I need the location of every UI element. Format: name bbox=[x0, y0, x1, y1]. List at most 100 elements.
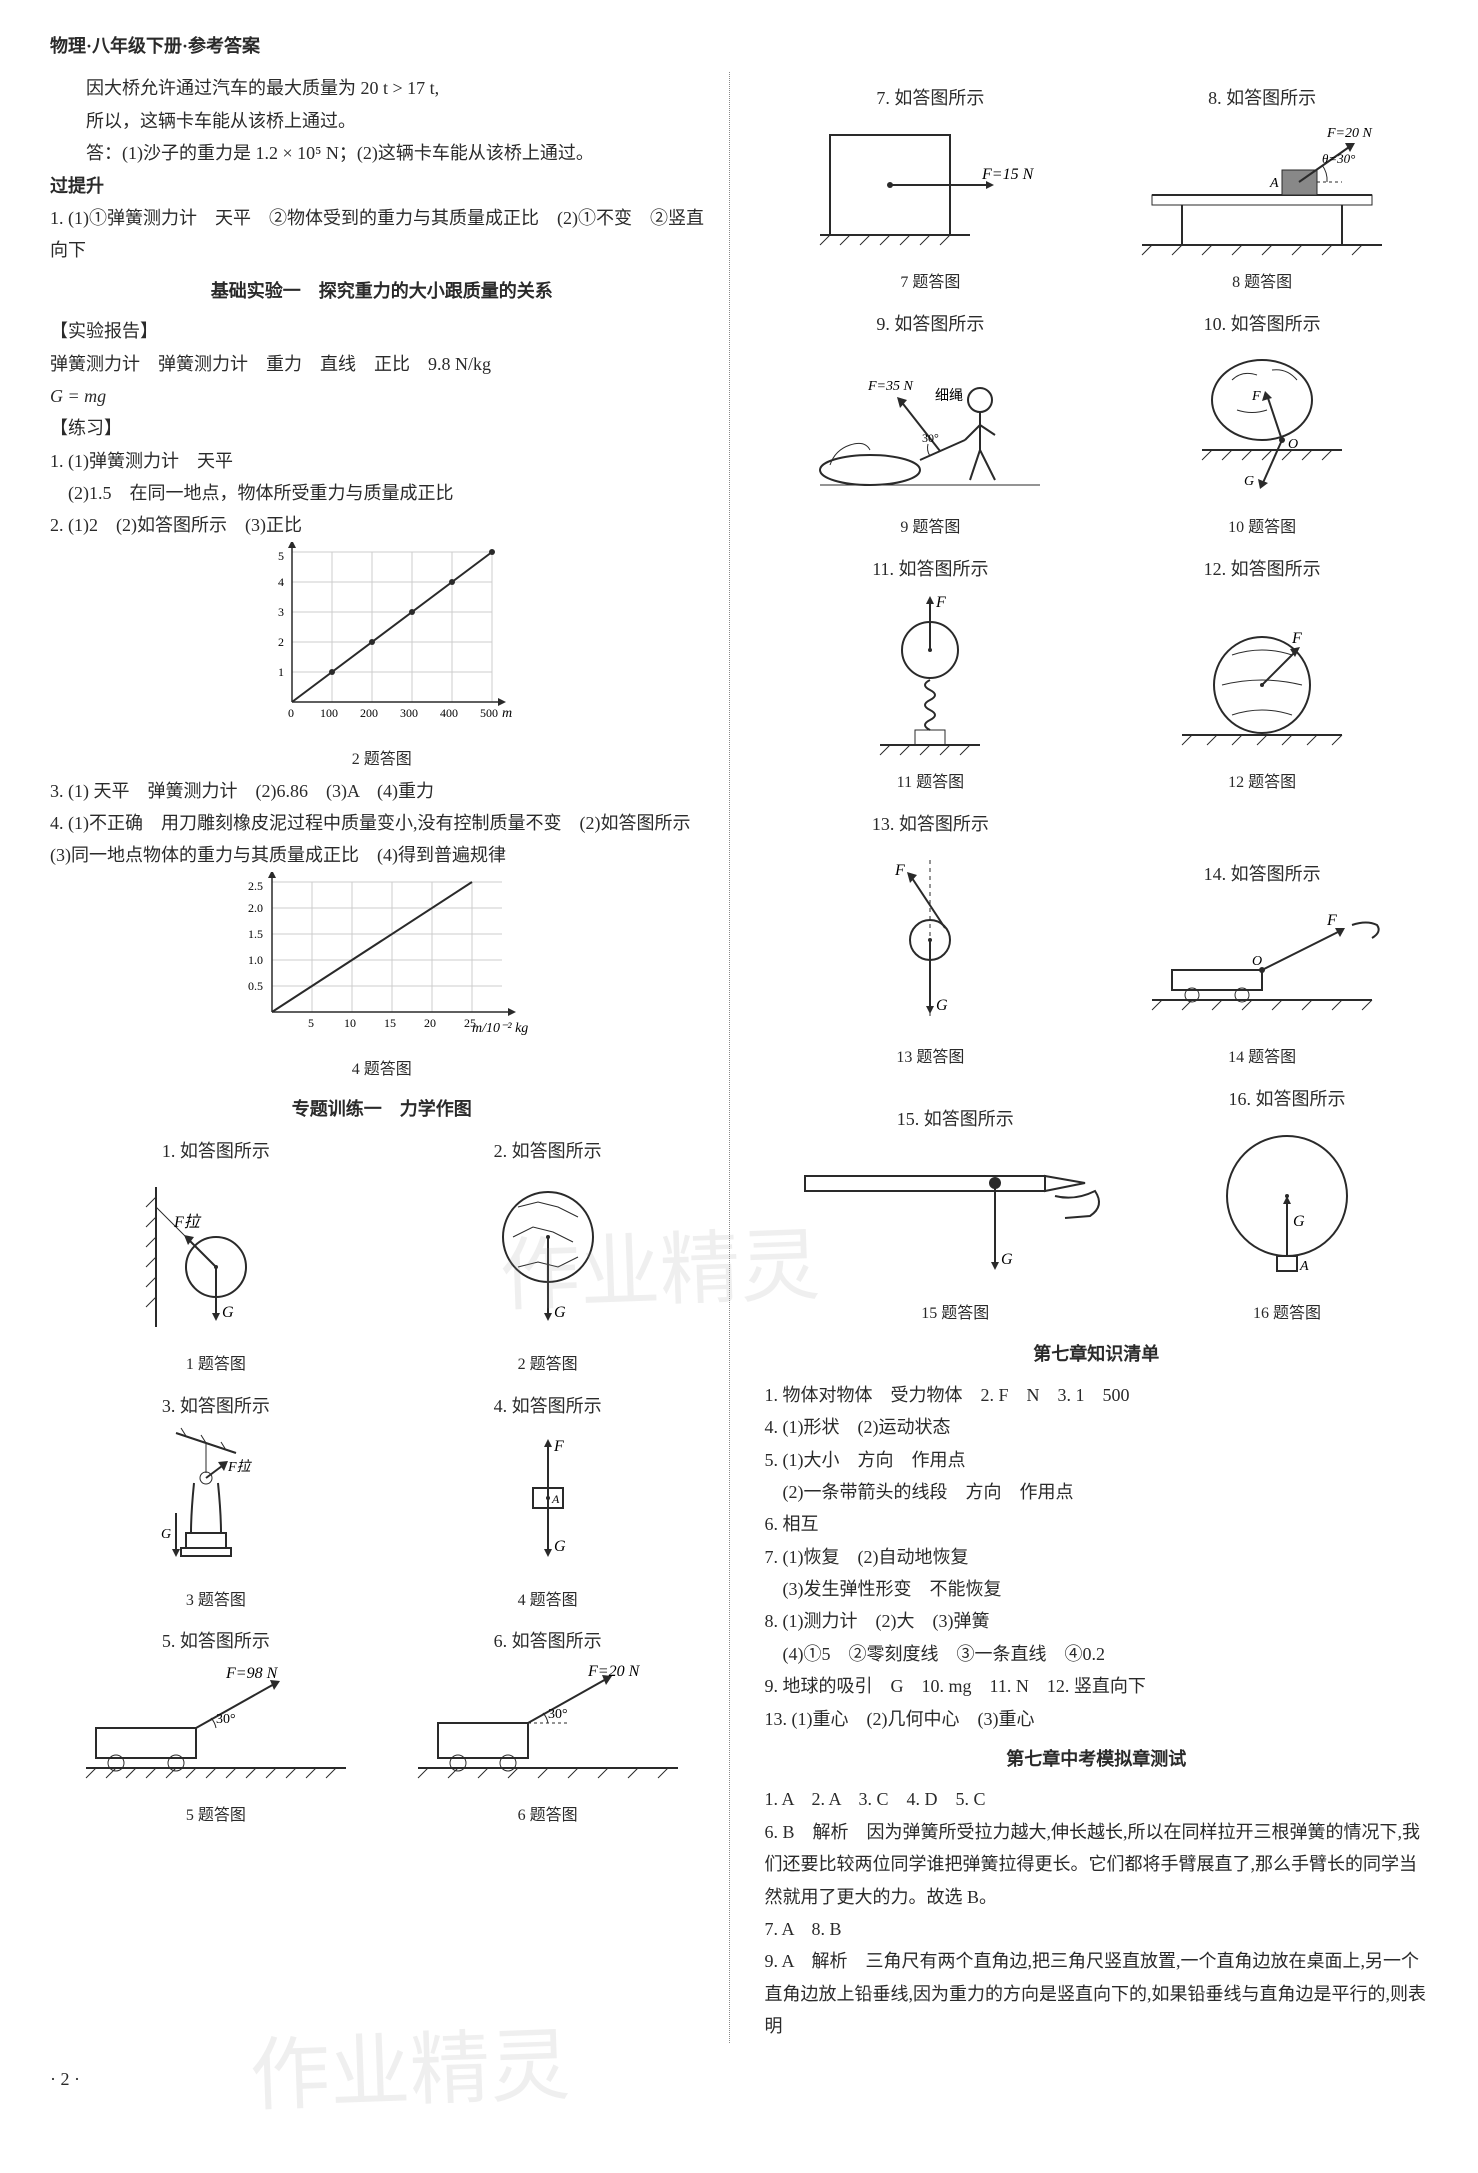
text-line: 弹簧测力计 弹簧测力计 重力 直线 正比 9.8 N/kg bbox=[50, 348, 714, 380]
fig7-label: 7. 如答图所示 bbox=[771, 82, 1089, 114]
section-label: 【练习】 bbox=[50, 412, 714, 444]
svg-text:O: O bbox=[1252, 954, 1262, 969]
chart-4: G/N m/10⁻² kg 0.51.0 1.52.02.5 510 15202… bbox=[50, 872, 714, 1085]
svg-text:F=20 N: F=20 N bbox=[587, 1663, 641, 1680]
two-column-layout: 因大桥允许通过汽车的最大质量为 20 t > 17 t, 所以，这辆卡车能从该桥… bbox=[50, 72, 1428, 2042]
svg-text:0.5: 0.5 bbox=[248, 979, 263, 993]
text-line: (4)①5 ②零刻度线 ③一条直线 ④0.2 bbox=[765, 1638, 1429, 1670]
formula: G = mg bbox=[50, 380, 714, 412]
svg-text:1: 1 bbox=[278, 665, 284, 679]
fig13-caption: 13 题答图 bbox=[771, 1044, 1089, 1073]
fig10-label: 10. 如答图所示 bbox=[1103, 308, 1421, 340]
svg-text:15: 15 bbox=[384, 1016, 396, 1030]
fig10-caption: 10 题答图 bbox=[1103, 514, 1421, 543]
fig16-svg: A G bbox=[1197, 1116, 1377, 1296]
fig13-label: 13. 如答图所示 bbox=[771, 808, 1089, 840]
fig4-svg: F A G bbox=[488, 1423, 608, 1583]
svg-text:5: 5 bbox=[308, 1016, 314, 1030]
svg-text:G: G bbox=[1293, 1213, 1305, 1230]
text-line: 7. (1)恢复 (2)自动地恢复 bbox=[765, 1541, 1429, 1573]
fig7-svg: F=15 N bbox=[810, 115, 1050, 265]
topic-title: 专题训练一 力学作图 bbox=[50, 1093, 714, 1125]
fig11-label: 11. 如答图所示 bbox=[771, 553, 1089, 585]
chapter7-title: 第七章知识清单 bbox=[765, 1338, 1429, 1370]
fig7-caption: 7 题答图 bbox=[771, 269, 1089, 298]
text-line: 答：(1)沙子的重力是 1.2 × 10⁵ N；(2)这辆卡车能从该桥上通过。 bbox=[50, 137, 714, 169]
fig3-caption: 3 题答图 bbox=[67, 1587, 366, 1616]
svg-text:200: 200 bbox=[360, 706, 378, 720]
fig16-label: 16. 如答图所示 bbox=[1154, 1083, 1419, 1115]
right-column: 7. 如答图所示 F=15 N 7 题答图 8. 如答图所示 bbox=[750, 72, 1429, 2042]
svg-text:2: 2 bbox=[278, 635, 284, 649]
fig9-caption: 9 题答图 bbox=[771, 514, 1089, 543]
svg-text:G: G bbox=[554, 1538, 566, 1555]
fig14-svg: O F bbox=[1132, 890, 1392, 1040]
fig1-caption: 1 题答图 bbox=[67, 1351, 366, 1380]
svg-text:G: G bbox=[554, 1304, 566, 1321]
fig8-svg: A F=20 N θ=30° bbox=[1132, 115, 1392, 265]
chart2-caption: 2 题答图 bbox=[50, 746, 714, 775]
svg-text:25: 25 bbox=[464, 1016, 476, 1030]
svg-text:G: G bbox=[1001, 1251, 1013, 1268]
svg-text:300: 300 bbox=[400, 706, 418, 720]
fig3-svg: F拉 G bbox=[136, 1423, 296, 1583]
svg-text:30°: 30° bbox=[216, 1712, 236, 1727]
chart-4-svg: G/N m/10⁻² kg 0.51.0 1.52.02.5 510 15202… bbox=[232, 872, 532, 1052]
fig8-caption: 8 题答图 bbox=[1103, 269, 1421, 298]
fig13-svg: F G bbox=[850, 840, 1010, 1040]
svg-text:F拉: F拉 bbox=[227, 1459, 253, 1475]
fig8-label: 8. 如答图所示 bbox=[1103, 82, 1421, 114]
fig6-caption: 6 题答图 bbox=[388, 1802, 706, 1831]
section-label: 过提升 bbox=[50, 170, 714, 202]
svg-text:m/10⁻² kg: m/10⁻² kg bbox=[472, 1021, 528, 1036]
svg-text:2.5: 2.5 bbox=[248, 879, 263, 893]
section-label: 【实验报告】 bbox=[50, 315, 714, 347]
text-line: 8. (1)测力计 (2)大 (3)弹簧 bbox=[765, 1605, 1429, 1637]
svg-text:A: A bbox=[1269, 176, 1279, 191]
svg-text:100: 100 bbox=[320, 706, 338, 720]
svg-text:G: G bbox=[222, 1304, 234, 1321]
fig12-svg: F bbox=[1162, 585, 1362, 765]
fig5-svg: F=98 N 30° bbox=[76, 1658, 356, 1798]
fig14-label: 14. 如答图所示 bbox=[1103, 858, 1421, 890]
fig1-svg: F拉 G bbox=[136, 1167, 296, 1347]
text-line: 13. (1)重心 (2)几何中心 (3)重心 bbox=[765, 1703, 1429, 1735]
svg-text:A: A bbox=[1299, 1259, 1309, 1274]
text-line: 6. 相互 bbox=[765, 1508, 1429, 1540]
fig15-svg: G bbox=[795, 1136, 1115, 1296]
left-column: 因大桥允许通过汽车的最大质量为 20 t > 17 t, 所以，这辆卡车能从该桥… bbox=[50, 72, 730, 2042]
fig14-caption: 14 题答图 bbox=[1103, 1044, 1421, 1073]
text-line: 1. (1)弹簧测力计 天平 bbox=[50, 445, 714, 477]
fig10-svg: O F G bbox=[1162, 340, 1362, 510]
svg-text:F=98 N: F=98 N bbox=[225, 1665, 279, 1682]
chart-2-svg: G/N m/g 12 345 0100 200300 400500 bbox=[252, 542, 512, 742]
text-line: (3)发生弹性形变 不能恢复 bbox=[765, 1573, 1429, 1605]
chart4-caption: 4 题答图 bbox=[50, 1056, 714, 1085]
svg-text:O: O bbox=[1288, 437, 1298, 452]
svg-text:G: G bbox=[161, 1527, 171, 1542]
text-line: 7. A 8. B bbox=[765, 1913, 1429, 1945]
svg-text:G: G bbox=[1244, 474, 1254, 489]
svg-text:F拉: F拉 bbox=[173, 1213, 202, 1231]
svg-text:F=20 N: F=20 N bbox=[1326, 126, 1372, 141]
svg-text:A: A bbox=[551, 1492, 560, 1506]
fig12-label: 12. 如答图所示 bbox=[1103, 553, 1421, 585]
svg-text:1.0: 1.0 bbox=[248, 953, 263, 967]
fig12-caption: 12 题答图 bbox=[1103, 769, 1421, 798]
text-line: 9. A 解析 三角尺有两个直角边,把三角尺竖直放置,一个直角边放在桌面上,另一… bbox=[765, 1945, 1429, 2042]
svg-text:F=15 N: F=15 N bbox=[981, 166, 1035, 183]
text-line: 所以，这辆卡车能从该桥上通过。 bbox=[50, 105, 714, 137]
svg-text:30°: 30° bbox=[548, 1707, 568, 1722]
text-line: 2. (1)2 (2)如答图所示 (3)正比 bbox=[50, 509, 714, 541]
svg-text:2.0: 2.0 bbox=[248, 901, 263, 915]
test-title: 第七章中考模拟章测试 bbox=[765, 1743, 1429, 1775]
chart2-xlabel: m/g bbox=[502, 706, 512, 721]
fig2-label: 2. 如答图所示 bbox=[398, 1135, 697, 1167]
fig15-caption: 15 题答图 bbox=[773, 1300, 1138, 1329]
fig11-caption: 11 题答图 bbox=[771, 769, 1089, 798]
chart-2: G/N m/g 12 345 0100 200300 400500 2 题答图 bbox=[50, 542, 714, 775]
text-line: 1. 物体对物体 受力物体 2. F N 3. 1 500 bbox=[765, 1379, 1429, 1411]
svg-text:F: F bbox=[553, 1438, 564, 1455]
svg-text:4: 4 bbox=[278, 575, 284, 589]
text-line: 4. (1)不正确 用刀雕刻橡皮泥过程中质量变小,没有控制质量不变 (2)如答图… bbox=[50, 807, 714, 872]
